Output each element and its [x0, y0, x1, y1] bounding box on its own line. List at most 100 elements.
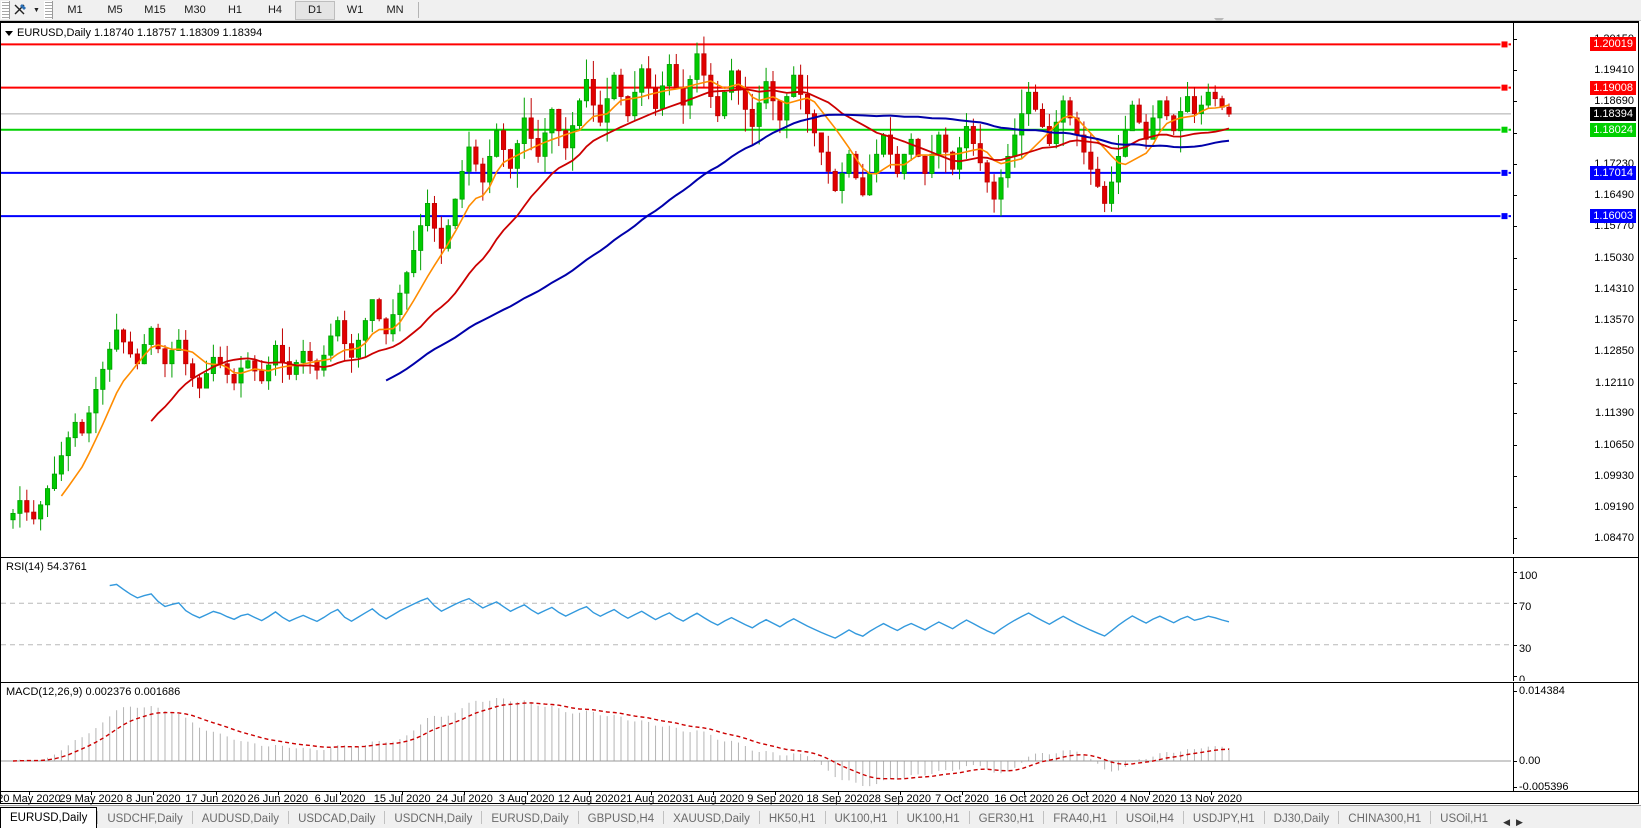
price-tick	[1513, 70, 1517, 72]
price-tick	[1513, 195, 1517, 197]
timeframe-button-h4[interactable]: H4	[267, 4, 283, 16]
chart-tab-eurusd-daily[interactable]: EURUSD,Daily	[491, 812, 569, 825]
chart-tab-ger30-h1[interactable]: GER30,H1	[978, 812, 1035, 825]
price-tag-1.19008[interactable]: 1.19008	[1590, 80, 1636, 95]
tab-divider	[1430, 810, 1432, 824]
time-axis-label: 17 Jun 2020	[185, 793, 246, 805]
time-tick	[775, 791, 777, 795]
price-axis-label: 1.08470	[1594, 532, 1634, 545]
price-pane[interactable]: EURUSD,Daily 1.18740 1.18757 1.18309 1.1…	[1, 23, 1638, 554]
time-axis-label: 3 Aug 2020	[498, 793, 555, 805]
rsi-pane[interactable]: RSI(14) 54.3761 100 70 30 0	[1, 557, 1638, 681]
time-axis-label: 16 Oct 2020	[994, 793, 1055, 805]
chart-area[interactable]: EURUSD,Daily 1.18740 1.18757 1.18309 1.1…	[0, 21, 1639, 805]
chart-tab-dj30-daily[interactable]: DJ30,Daily	[1273, 812, 1330, 825]
price-tick	[1513, 101, 1517, 103]
timeframe-button-m30[interactable]: M30	[184, 4, 206, 16]
macd-axis-label: -0.005396	[1519, 781, 1569, 792]
time-tick	[588, 791, 590, 795]
tab-divider	[481, 810, 483, 824]
price-axis-label: 1.12110	[1595, 376, 1634, 389]
chart-tab-uk100-h1[interactable]: UK100,H1	[834, 812, 888, 825]
price-axis-label: 1.18690	[1594, 95, 1634, 108]
toolbar-drag-handle[interactable]	[1, 1, 10, 19]
timeframe-group-handle[interactable]	[44, 1, 53, 19]
macd-pane[interactable]: MACD(12,26,9) 0.002376 0.001686 0.014384…	[1, 682, 1638, 792]
price-axis-label: 1.12850	[1594, 344, 1634, 357]
top-toolbar: ▼ M1 M5 M15 M30 H1 H4 D1 W1 MN	[0, 0, 1641, 21]
time-tick	[962, 791, 963, 795]
price-tick	[1513, 320, 1517, 322]
chart-symbol-label: EURUSD,Daily 1.18740 1.18757 1.18309 1.1…	[5, 27, 262, 39]
price-axis-label: 1.11390	[1595, 407, 1634, 420]
timeframe-button-m5[interactable]: M5	[107, 4, 123, 16]
chevron-down-icon[interactable]: ▼	[33, 6, 40, 14]
price-tick	[1513, 475, 1517, 477]
time-tick	[464, 791, 466, 795]
chart-tab-eurusd-daily[interactable]: EURUSD,Daily	[0, 807, 98, 828]
price-tick	[1513, 413, 1517, 415]
time-axis-label: 26 Oct 2020	[1056, 793, 1117, 805]
tab-divider	[758, 810, 760, 824]
price-tag-1.18394[interactable]: 1.18394	[1590, 106, 1636, 121]
chart-tab-usdcad-daily[interactable]: USDCAD,Daily	[298, 812, 376, 825]
timeframe-button-mn[interactable]: MN	[386, 4, 404, 16]
rsi-tick	[1513, 572, 1517, 573]
rsi-tick	[1513, 644, 1517, 646]
collapse-arrow-icon[interactable]	[5, 30, 13, 36]
timeframe-button-m1[interactable]: M1	[67, 4, 83, 16]
timeframe-button-d1[interactable]: D1	[295, 0, 335, 20]
macd-tick	[1513, 787, 1517, 788]
rsi-indicator-label: RSI(14) 54.3761	[6, 561, 87, 573]
chart-tab-usoil-h1[interactable]: USOil,H1	[1440, 812, 1489, 825]
macd-chart-svg	[1, 698, 1511, 787]
tab-scroll-right-icon[interactable]: ▶	[1516, 817, 1523, 827]
chart-tab-usdjpy-h1[interactable]: USDJPY,H1	[1192, 812, 1255, 825]
price-tick	[1513, 226, 1517, 228]
chart-tab-usdcnh-daily[interactable]: USDCNH,Daily	[394, 812, 473, 825]
time-axis-label: 4 Nov 2020	[1120, 793, 1177, 805]
chart-tab-gbpusd-h4[interactable]: GBPUSD,H4	[587, 812, 655, 825]
chart-tab-audusd-daily[interactable]: AUDUSD,Daily	[201, 812, 280, 825]
price-tick	[1513, 350, 1517, 352]
chart-tab-usoil-h4[interactable]: USOil,H4	[1125, 812, 1174, 825]
time-tick	[651, 791, 652, 795]
rsi-tick	[1513, 603, 1517, 605]
rsi-axis-label: 30	[1519, 642, 1532, 655]
timeframe-button-m15[interactable]: M15	[144, 4, 166, 16]
timeframe-button-h1[interactable]: H1	[227, 4, 243, 16]
timeframe-buttons: M1 M5 M15 M30 H1 H4 D1 W1 MN	[55, 0, 415, 20]
crosshair-cursor-icon[interactable]	[10, 1, 30, 19]
time-tick	[837, 791, 839, 795]
time-axis-label: 15 Jul 2020	[373, 793, 431, 805]
time-axis-label: 24 Jul 2020	[435, 793, 493, 805]
time-tick	[1086, 791, 1088, 795]
time-tick	[340, 791, 341, 795]
time-tick	[402, 791, 404, 795]
time-axis-label: 6 Jul 2020	[314, 793, 366, 805]
price-tag-1.16003[interactable]: 1.16003	[1590, 209, 1636, 224]
price-tick	[1513, 163, 1517, 165]
chart-tab-china300-h1[interactable]: CHINA300,H1	[1348, 812, 1422, 825]
price-tag-1.20019[interactable]: 1.20019	[1590, 37, 1636, 52]
chart-tab-uk100-h1[interactable]: UK100,H1	[906, 812, 960, 825]
price-tag-1.18024[interactable]: 1.18024	[1590, 122, 1636, 137]
time-axis-label: 31 Aug 2020	[682, 793, 745, 805]
chart-tab-usdchf-daily[interactable]: USDCHF,Daily	[107, 812, 183, 825]
macd-tick	[1513, 761, 1517, 762]
tab-divider	[968, 810, 970, 824]
time-tick	[1210, 791, 1212, 795]
timeframe-button-w1[interactable]: W1	[346, 4, 364, 16]
price-axis-label: 1.09190	[1594, 501, 1634, 514]
time-axis[interactable]: 20 May 2020 29 May 2020 8 Jun 2020 17 Jun 2…	[0, 791, 1638, 805]
rsi-tick	[1513, 676, 1517, 677]
chart-tab-xauusd-daily[interactable]: XAUUSD,Daily	[673, 812, 750, 825]
time-axis-label: 21 Aug 2020	[620, 793, 682, 805]
chart-tab-hk50-h1[interactable]: HK50,H1	[768, 812, 816, 825]
price-axis-label: 1.09930	[1594, 469, 1634, 482]
tab-divider	[1263, 810, 1265, 824]
tab-scroll-left-icon[interactable]: ◀	[1503, 817, 1510, 827]
chart-tab-fra40-h1[interactable]: FRA40,H1	[1053, 812, 1107, 825]
price-tag-1.17014[interactable]: 1.17014	[1590, 165, 1636, 180]
tab-divider	[1043, 810, 1045, 824]
